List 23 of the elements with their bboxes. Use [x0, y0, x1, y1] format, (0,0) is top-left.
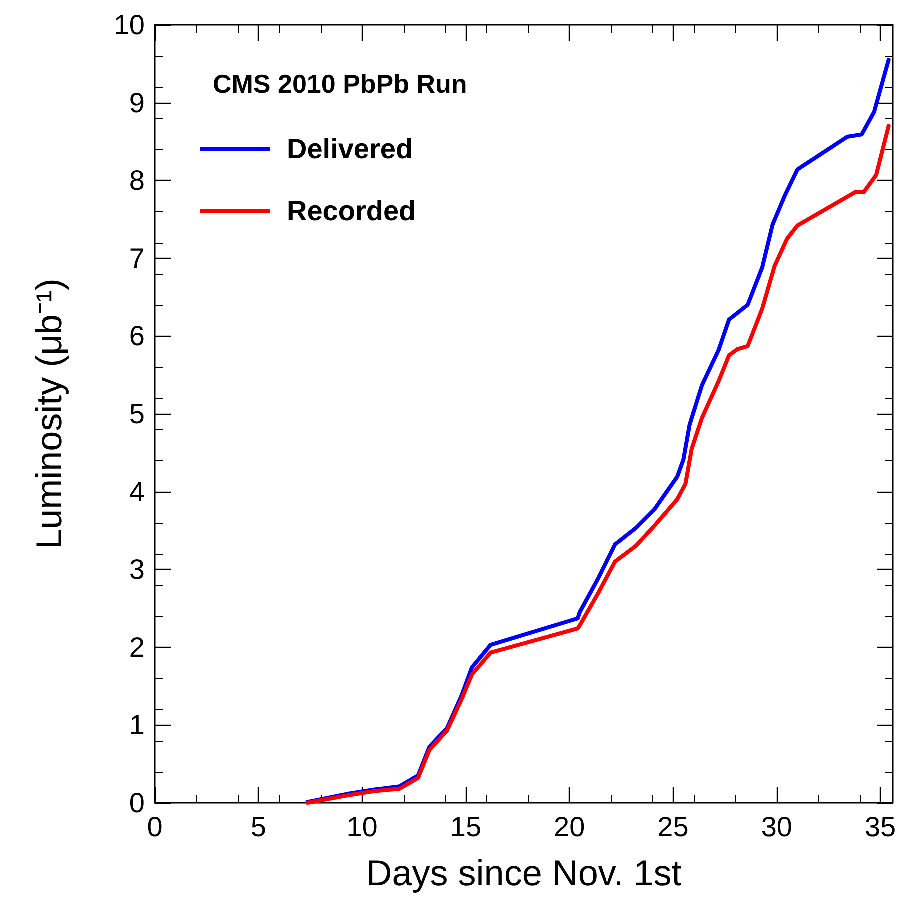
y-axis-title: Luminosity (μb⁻¹)	[28, 278, 70, 550]
y-tick-label: 2	[129, 632, 145, 663]
y-tick-label: 9	[129, 87, 145, 118]
text: CMS 2010 PbPb Run	[213, 69, 468, 99]
y-tick-label: 1	[129, 710, 145, 741]
x-tick-label: 30	[761, 812, 792, 842]
x-tick-label: 35	[864, 812, 896, 842]
x-tick-label: 20	[554, 812, 586, 842]
x-axis-title: Days since Nov. 1st	[366, 852, 682, 894]
x-tick-label: 15	[450, 812, 482, 842]
x-tick-label: 5	[250, 812, 266, 842]
legend-label: Recorded	[287, 196, 416, 226]
y-tick-label: 0	[129, 788, 145, 818]
legend-label: Delivered	[287, 134, 414, 164]
x-tick-label: 10	[346, 812, 378, 842]
y-tick-label: 5	[129, 398, 145, 430]
y-tick-label: 8	[129, 165, 145, 196]
y-tick-label: 10	[114, 10, 145, 40]
y-tick-label: 7	[129, 242, 145, 274]
y-tick-label: 3	[129, 554, 145, 586]
y-tick-label: 4	[129, 476, 145, 508]
y-tick-label: 6	[129, 320, 145, 352]
x-tick-label: 25	[658, 812, 689, 842]
